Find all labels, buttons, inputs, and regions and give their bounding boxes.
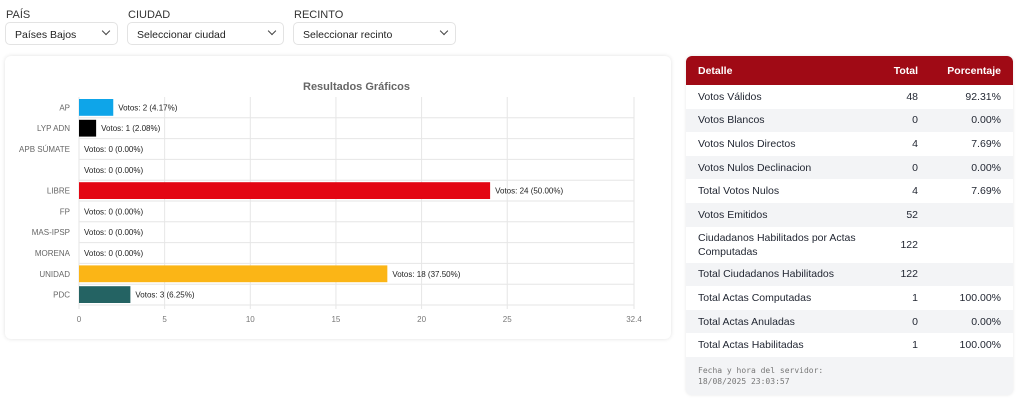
country-value: Países Bajos (15, 29, 77, 41)
row-label: Total Actas Anuladas (698, 315, 795, 328)
row-label: Total Ciudadanos Habilitados (698, 268, 835, 281)
table-row: Total Actas Habilitadas 1 100.00% (686, 333, 1013, 357)
server-time-value: 18/08/2025 23:03:57 (698, 376, 790, 386)
y-tick-label: LYP ADN (37, 124, 70, 133)
row-label: Total Actas Computadas (698, 291, 812, 304)
x-tick-label: 32.4 (626, 315, 642, 324)
bar-chart: Resultados Gráficos 0 5 10 15 20 25 32.4 AP Votos… (19, 81, 642, 324)
data-label: Votos: 2 (4.17%) (118, 103, 177, 112)
y-tick-label: UNIDAD (39, 270, 70, 279)
row-percent: 7.69% (971, 137, 1001, 150)
row-label: Total Votos Nulos (698, 185, 780, 198)
y-tick-label: AP (59, 103, 70, 112)
table-row: Total Actas Computadas 1 100.00% (686, 286, 1013, 310)
row-percent: 7.69% (971, 185, 1001, 198)
chevron-down-icon (439, 26, 449, 36)
header-porcentaje: Porcentaje (947, 64, 1001, 77)
x-tick-label: 5 (162, 315, 167, 324)
x-tick-label: 10 (246, 315, 255, 324)
bar[interactable] (79, 265, 388, 283)
table-header: Detalle Total Porcentaje (686, 56, 1013, 85)
row-percent: 0.00% (971, 161, 1001, 174)
bar[interactable] (79, 99, 114, 116)
row-total: 0 (912, 114, 918, 127)
table-row: Total Votos Nulos 4 7.69% (686, 179, 1013, 203)
row-total: 122 (900, 268, 918, 281)
data-label: Votos: 24 (50.00%) (495, 187, 563, 196)
row-total: 122 (900, 238, 918, 251)
row-label: Votos Válidos (698, 90, 762, 103)
row-label: Votos Nulos Directos (698, 137, 796, 150)
row-total: 0 (912, 315, 918, 328)
chevron-down-icon (101, 26, 111, 36)
data-label: Votos: 0 (0.00%) (84, 145, 143, 154)
y-tick-label: PDC (53, 291, 70, 300)
header-detalle: Detalle (698, 64, 733, 77)
venue-select[interactable]: Seleccionar recinto (293, 22, 456, 45)
row-percent: 0.00% (971, 315, 1001, 328)
x-tick-label: 25 (503, 315, 512, 324)
bar[interactable] (79, 119, 97, 137)
country-select[interactable]: Países Bajos (5, 22, 118, 45)
data-label: Votos: 0 (0.00%) (84, 207, 143, 216)
chart-card: Resultados Gráficos 0 5 10 15 20 25 32.4 AP Votos… (5, 56, 671, 339)
data-label: Votos: 0 (0.00%) (84, 228, 143, 237)
x-tick-label: 0 (77, 315, 82, 324)
server-time: Fecha y hora del servidor: 18/08/2025 23… (686, 357, 1013, 395)
data-label: Votos: 0 (0.00%) (84, 249, 143, 258)
y-tick-label: MORENA (35, 249, 71, 258)
x-tick-label: 20 (417, 315, 426, 324)
row-total: 4 (912, 137, 918, 150)
row-total: 0 (912, 161, 918, 174)
row-label: Ciudadanos Habilitados por Actas Computa… (698, 231, 856, 258)
city-value: Seleccionar ciudad (137, 29, 226, 41)
table-row: Votos Válidos 48 92.31% (686, 85, 1013, 109)
row-label: Votos Nulos Declinacion (698, 161, 812, 174)
row-percent: 92.31% (965, 90, 1001, 103)
y-tick-label: MAS-IPSP (32, 228, 70, 237)
chevron-down-icon (267, 26, 277, 36)
header-total: Total (893, 64, 918, 77)
data-label: Votos: 3 (6.25%) (135, 291, 194, 300)
table-row: Ciudadanos Habilitados por Actas Computa… (686, 226, 1013, 263)
results-table: Detalle Total Porcentaje Votos Válidos 48… (686, 56, 1013, 395)
country-label: PAÍS (6, 9, 31, 21)
row-total: 4 (912, 185, 918, 198)
row-total: 1 (912, 291, 918, 304)
table-row: Votos Nulos Directos 4 7.69% (686, 132, 1013, 156)
row-label: Votos Blancos (698, 114, 765, 127)
row-label: Votos Emitidos (698, 208, 768, 221)
row-label: Total Actas Habilitadas (698, 339, 804, 352)
table-row: Votos Emitidos 52 (686, 203, 1013, 227)
venue-label: RECINTO (294, 9, 344, 21)
table-row: Votos Nulos Declinacion 0 0.00% (686, 156, 1013, 180)
y-tick-label: FP (60, 207, 70, 216)
table-row: Total Actas Anuladas 0 0.00% (686, 310, 1013, 334)
chart-title: Resultados Gráficos (303, 81, 410, 93)
table-row: Votos Blancos 0 0.00% (686, 109, 1013, 133)
city-label: CIUDAD (128, 9, 171, 21)
data-label: Votos: 18 (37.50%) (392, 270, 460, 279)
y-tick-label: LIBRE (47, 187, 70, 196)
server-time-label: Fecha y hora del servidor: (698, 365, 824, 375)
x-tick-label: 15 (331, 315, 340, 324)
row-total: 48 (906, 90, 918, 103)
row-total: 52 (906, 208, 918, 221)
table-row: Total Ciudadanos Habilitados 122 (686, 263, 1013, 287)
data-label: Votos: 1 (2.08%) (101, 124, 160, 133)
venue-value: Seleccionar recinto (303, 29, 393, 41)
row-percent: 100.00% (959, 291, 1001, 304)
row-percent: 100.00% (959, 339, 1001, 352)
y-tick-label: APB SÚMATE (19, 145, 70, 154)
city-select[interactable]: Seleccionar ciudad (127, 22, 284, 45)
row-percent: 0.00% (971, 114, 1001, 127)
bar[interactable] (79, 182, 491, 199)
bar[interactable] (79, 286, 131, 303)
row-total: 1 (912, 339, 918, 352)
data-label: Votos: 0 (0.00%) (84, 166, 143, 175)
